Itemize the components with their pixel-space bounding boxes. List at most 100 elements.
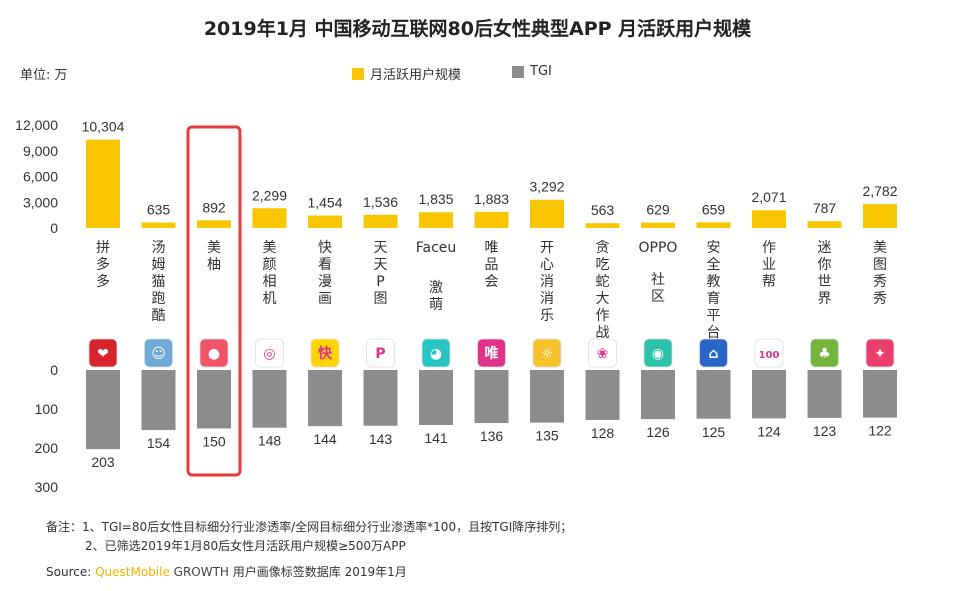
mau-bar	[530, 199, 564, 228]
note-line-2: 2、已筛选2019年1月80后女性月活跃用户规模≥500万APP	[85, 539, 406, 553]
mau-bar	[474, 211, 509, 228]
mau-value-label: 2,299	[252, 187, 287, 203]
tgi-bar	[807, 370, 842, 418]
safety-edu-icon	[699, 338, 728, 368]
category-label: 天天 P 图	[374, 240, 388, 307]
mau-value-label: 635	[147, 202, 171, 218]
tgi-bar	[474, 370, 509, 424]
zuoyebang-icon-glyph: 100	[759, 350, 780, 361]
source-brand-suffix: GROWTH	[169, 565, 229, 579]
source-rest: 用户画像标签数据库 2019年1月	[228, 565, 407, 579]
bottom-axis-tick-label: 100	[35, 401, 59, 417]
unit-label: 单位: 万	[20, 68, 68, 83]
category-label: 安全教育平台	[707, 240, 721, 341]
tgi-value-label: 135	[535, 428, 559, 444]
happy-elimination-icon-glyph: ☼	[541, 346, 554, 362]
category-label: 作业帮	[762, 240, 776, 290]
snake-icon	[588, 338, 617, 368]
beauty-cam-icon-glyph: ◎	[263, 346, 275, 362]
tgi-bar	[252, 370, 287, 428]
tgi-bar	[197, 370, 231, 429]
category-label: 开心消消乐	[540, 240, 554, 324]
meiyou-icon-glyph: ●	[208, 346, 220, 362]
meitu-icon-glyph: ✦	[874, 346, 886, 362]
tgi-value-label: 128	[591, 425, 615, 441]
chart-canvas: 0 3,000 6,000 9,000 12,000 0 100 200 300 10,304 拼多…	[15, 117, 898, 495]
legend-label-tgi: TGI	[530, 64, 552, 79]
mini-world-icon-glyph: ♣	[818, 346, 831, 362]
chart-notes: 备注：1、TGI=80后女性目标细分行业渗透率/全网目标细分行业渗透率*100，…	[46, 518, 572, 556]
category-label: 汤姆猫跑酷	[152, 240, 166, 324]
mau-bar	[197, 220, 231, 228]
mau-value-label: 1,536	[363, 194, 398, 210]
category-label: 迷你世界	[818, 240, 832, 307]
mau-bar	[86, 139, 120, 228]
tgi-bar	[86, 370, 120, 450]
tgi-bar	[696, 370, 731, 419]
tgi-value-label: 203	[91, 454, 115, 470]
tgi-value-label: 144	[313, 431, 337, 447]
source-brand: QuestMobile	[95, 565, 170, 579]
mau-bar	[308, 215, 342, 228]
category-label: Faceu 激萌	[416, 240, 457, 313]
meiyou-icon	[199, 338, 229, 368]
category-label: 美颜相机	[263, 240, 277, 307]
vipshop-icon-glyph: 唯	[485, 345, 499, 362]
bottom-axis-tick-label: 200	[35, 440, 59, 456]
top-axis-tick-label: 12,000	[15, 117, 58, 133]
top-axis-tick-label: 9,000	[23, 143, 58, 159]
mau-bar	[752, 210, 786, 228]
mau-value-label: 787	[813, 200, 837, 216]
tgi-bar	[141, 370, 176, 431]
talking-tom-icon	[144, 338, 173, 368]
happy-elimination-icon	[532, 338, 562, 368]
kuaikan-icon	[310, 338, 340, 368]
top-axis-tick-label: 0	[50, 220, 58, 236]
mau-value-label: 563	[591, 202, 615, 218]
bottom-axis-tick-label: 300	[35, 479, 59, 495]
legend-swatch-mau	[352, 67, 364, 80]
highlight-box	[186, 125, 242, 477]
tgi-bar	[419, 370, 453, 425]
mau-value-label: 2,071	[751, 189, 786, 205]
mau-value-label: 3,292	[529, 179, 564, 195]
mau-bar	[641, 222, 675, 228]
tgi-value-label: 126	[646, 424, 670, 440]
tgi-value-label: 150	[202, 434, 226, 450]
top-axis-tick-label: 3,000	[23, 194, 58, 210]
oppo-community-icon-glyph: ◉	[652, 346, 664, 362]
tgi-bar	[530, 370, 564, 423]
category-label: 拼多多	[96, 240, 110, 290]
source-line: Source: QuestMobile GROWTH 用户画像标签数据库 201…	[46, 563, 407, 580]
category-label: 唯品会	[485, 240, 499, 290]
category-label: 快看漫画	[318, 240, 332, 307]
mau-bar	[807, 221, 842, 228]
snake-icon-glyph: ❀	[597, 346, 609, 362]
beauty-cam-icon	[255, 338, 284, 368]
mau-bar	[419, 212, 453, 228]
oppo-community-icon	[643, 338, 673, 368]
top-axis-tick-label: 6,000	[23, 169, 58, 185]
meitu-icon	[865, 338, 895, 368]
tgi-bar	[641, 370, 675, 420]
tgi-value-label: 136	[480, 428, 504, 444]
legend-item-tgi: TGI	[512, 64, 552, 79]
pinduoduo-icon-glyph: ❤	[97, 346, 109, 362]
mau-bar	[252, 208, 287, 228]
mau-value-label: 892	[202, 199, 226, 215]
tgi-value-label: 123	[813, 423, 837, 439]
tgi-value-label: 124	[757, 423, 781, 439]
tgi-bar	[308, 370, 342, 427]
source-prefix: Source:	[46, 565, 96, 579]
mau-value-label: 10,304	[82, 119, 125, 135]
tgi-value-label: 122	[868, 423, 892, 439]
faceu-icon	[421, 338, 451, 368]
legend-swatch-tgi	[512, 65, 524, 78]
mau-bar	[585, 223, 620, 228]
tgi-bar	[363, 370, 398, 426]
tgi-bar	[585, 370, 620, 420]
tgi-value-label: 141	[424, 430, 448, 446]
mau-value-label: 1,454	[307, 195, 342, 211]
note-line-1: 备注：1、TGI=80后女性目标细分行业渗透率/全网目标细分行业渗透率*100，…	[46, 520, 573, 534]
mau-value-label: 1,883	[474, 191, 509, 207]
